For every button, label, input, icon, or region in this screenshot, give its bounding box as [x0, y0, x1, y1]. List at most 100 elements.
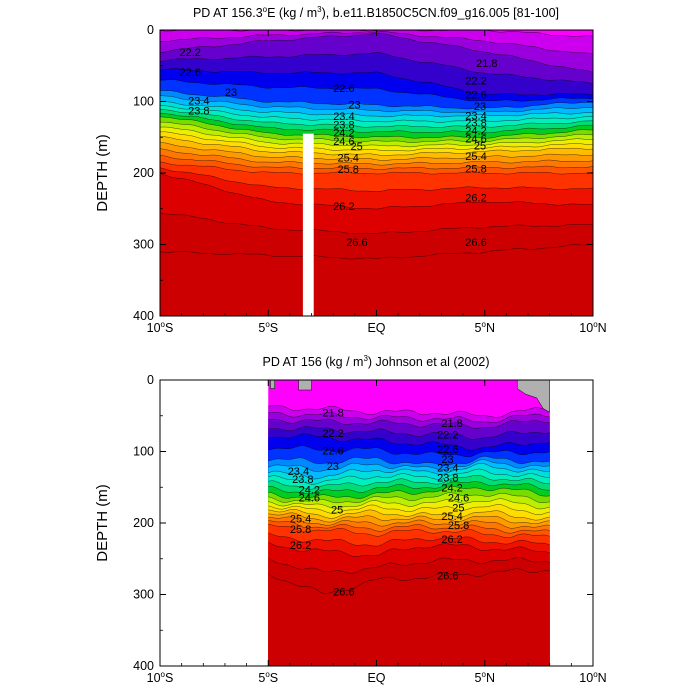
contour-line — [160, 244, 593, 260]
contour-label: 24.6 — [465, 133, 486, 145]
contour-line — [160, 68, 593, 96]
contour-line — [268, 523, 550, 539]
contour-line — [268, 405, 550, 418]
contour-line — [160, 100, 593, 118]
chart-panel-model: PD AT 156.3oE (kg / m3), b.e11.B1850C5CN… — [94, 5, 607, 335]
panel-title-observed: PD AT 156 (kg / m3) Johnson et al (2002) — [262, 354, 489, 369]
density-fill-observed — [268, 380, 550, 666]
x-tick-label: 5oS — [258, 320, 278, 335]
x-tick-label: 5oN — [475, 320, 495, 335]
contour-line — [268, 412, 550, 423]
contour-line — [160, 95, 593, 113]
contour-line — [160, 108, 593, 128]
y-axis-label-model: DEPTH (m) — [94, 134, 111, 212]
contour-label: 21.8 — [441, 418, 462, 430]
contour-label: 23.4 — [465, 110, 486, 122]
contour-line — [160, 79, 593, 102]
plot-area-model: 22.222.62323.423.822.62323.423.824.224.6… — [160, 30, 593, 316]
contour-line — [268, 459, 550, 472]
contour-label: 26.2 — [290, 540, 311, 552]
contour-label: 21.8 — [322, 408, 343, 420]
x-axis-observed: 10oS 5oS EQ 5oN 10oN — [147, 380, 607, 685]
contour-label: 25 — [474, 140, 486, 152]
contour-label: 22.6 — [180, 67, 201, 79]
contour-line — [160, 104, 593, 123]
contour-line — [268, 456, 550, 466]
y-tick-label: 300 — [133, 588, 154, 602]
y-tick-label: 0 — [147, 23, 154, 37]
contour-line — [268, 445, 550, 458]
contour-line — [160, 161, 593, 175]
contour-line — [268, 557, 550, 574]
contour-label: 26.6 — [346, 237, 367, 249]
contour-labels-observed: 21.822.222.62323.423.824.224.62525.425.8… — [288, 408, 470, 599]
contour-line — [268, 486, 550, 499]
contour-label: 25.4 — [441, 511, 462, 523]
chart-panel-observed: PD AT 156 (kg / m3) Johnson et al (2002)… — [94, 354, 607, 685]
y-axis-model: 0 100 200 300 400 — [133, 23, 593, 323]
contour-label: 25.8 — [290, 524, 311, 536]
y-tick-label: 400 — [133, 309, 154, 323]
contour-line — [160, 142, 593, 161]
contour-label: 24.2 — [333, 128, 354, 140]
contour-line — [268, 520, 550, 534]
contour-line — [268, 568, 550, 594]
plot-area-observed: 21.822.222.62323.423.824.224.62525.425.8… — [268, 380, 550, 666]
y-tick-label: 200 — [133, 516, 154, 530]
contour-label: 23 — [441, 454, 453, 466]
contour-label: 24.2 — [465, 125, 486, 137]
x-tick-label: 10oN — [579, 320, 606, 335]
band-25 — [160, 244, 593, 316]
land-patch — [270, 380, 275, 389]
contour-label: 25 — [351, 141, 363, 153]
contour-line — [268, 542, 550, 557]
contour-line — [268, 532, 550, 547]
y-tick-label: 300 — [133, 238, 154, 252]
contour-line — [160, 148, 593, 166]
contour-label: 22.2 — [465, 75, 486, 87]
contour-label: 25.4 — [465, 151, 486, 163]
contour-line — [268, 481, 550, 494]
contour-line — [268, 492, 550, 504]
x-axis-model: 10oS 5oS EQ 5oN 10oN — [147, 30, 607, 335]
contour-label: 23.8 — [188, 105, 209, 117]
contour-label: 21.8 — [476, 58, 497, 70]
land-mask-observed — [270, 380, 550, 413]
contour-line — [160, 121, 593, 143]
contour-label: 24.2 — [441, 483, 462, 495]
y-axis-observed: 0 100 200 300 400 — [133, 373, 593, 673]
contour-label: 25 — [331, 505, 343, 517]
contour-label: 25.8 — [338, 164, 359, 176]
y-axis-label-observed: DEPTH (m) — [94, 484, 111, 562]
contour-line — [160, 52, 593, 85]
contour-line — [160, 90, 593, 110]
contour-label: 23.8 — [465, 118, 486, 130]
y-tick-label: 0 — [147, 373, 154, 387]
y-tick-label: 400 — [133, 659, 154, 673]
contour-label: 26.6 — [437, 571, 458, 583]
contour-label: 25.4 — [290, 513, 311, 525]
contour-label: 24.6 — [299, 493, 320, 505]
contour-label: 24.6 — [333, 136, 354, 148]
contour-line — [268, 418, 550, 429]
contour-label: 26.2 — [465, 193, 486, 205]
contour-label: 23 — [225, 87, 237, 99]
contour-label: 26.6 — [465, 237, 486, 249]
contour-label: 23 — [474, 101, 486, 113]
contour-label: 23 — [327, 461, 339, 473]
contour-line — [268, 512, 550, 524]
contour-label: 23.8 — [333, 120, 354, 132]
contour-label: 25.8 — [465, 163, 486, 175]
contour-line — [160, 154, 593, 170]
x-tick-label: 10oS — [147, 670, 174, 685]
x-tick-label: 5oN — [475, 670, 495, 685]
contour-label: 22.2 — [322, 428, 343, 440]
contour-label: 25.8 — [448, 520, 469, 532]
contour-labels-model: 22.222.62323.423.822.62323.423.824.224.6… — [180, 47, 498, 249]
contour-line — [268, 498, 550, 510]
contour-line — [268, 516, 550, 529]
x-tick-label: 5oS — [258, 670, 278, 685]
contour-label: 26.6 — [333, 586, 354, 598]
contour-line — [268, 508, 550, 521]
